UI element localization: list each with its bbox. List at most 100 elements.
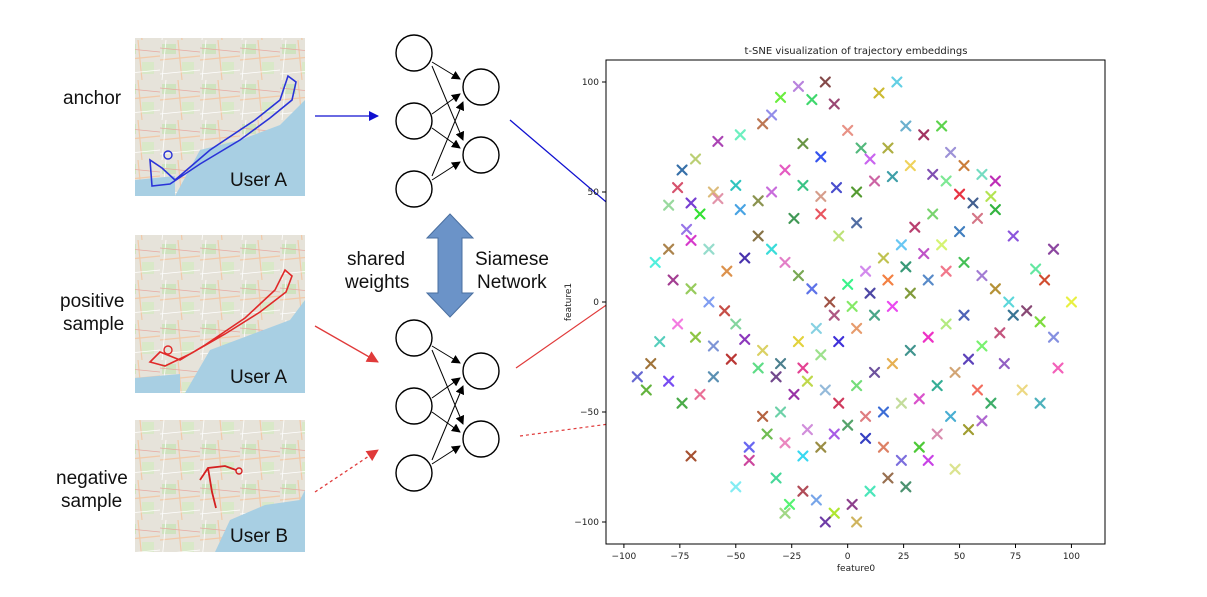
- scatter-point: [949, 366, 961, 378]
- positive-label-line1: positive: [60, 291, 124, 312]
- scatter-point: [989, 283, 1001, 295]
- scatter-point: [765, 186, 778, 198]
- scatter-point: [913, 393, 925, 405]
- scatter-point: [868, 175, 881, 187]
- scatter-points: [631, 76, 1078, 528]
- scatter-point: [886, 171, 899, 183]
- x-tick-label: 50: [954, 552, 966, 562]
- scatter-point: [640, 384, 652, 396]
- scatter-point: [667, 274, 679, 286]
- positive-map: User A: [135, 235, 305, 393]
- chart-title: t-SNE visualization of trajectory embedd…: [745, 46, 968, 57]
- scatter-point: [989, 175, 1001, 187]
- scatter-point: [958, 309, 970, 321]
- scatter-point: [895, 454, 907, 466]
- scatter-point: [842, 419, 854, 431]
- scatter-point: [828, 507, 840, 519]
- scatter-point: [721, 265, 733, 277]
- anchor-label: anchor: [63, 88, 122, 109]
- scatter-point: [971, 212, 984, 224]
- scatter-point: [788, 388, 800, 400]
- y-tick-label: −100: [574, 518, 599, 528]
- tsne-chart: t-SNE visualization of trajectory embedd…: [564, 46, 1106, 574]
- scatter-point: [792, 336, 805, 348]
- scatter-point: [994, 327, 1006, 339]
- x-tick-label: −50: [726, 552, 745, 562]
- scatter-point: [904, 344, 916, 356]
- scatter-point: [685, 283, 697, 295]
- anchor-user-label: User A: [230, 170, 287, 191]
- scatter-point: [743, 441, 755, 453]
- scatter-point: [918, 129, 930, 141]
- scatter-point: [989, 204, 1001, 216]
- scatter-point: [672, 182, 684, 194]
- scatter-point: [779, 256, 791, 268]
- scatter-point: [694, 388, 706, 400]
- scatter-point: [649, 256, 661, 268]
- shared-weights-arrow: [425, 213, 475, 318]
- scatter-point: [757, 344, 769, 356]
- scatter-point: [851, 380, 863, 392]
- scatter-point: [976, 340, 988, 352]
- scatter-point: [877, 441, 890, 453]
- scatter-point: [846, 498, 858, 510]
- scatter-point: [900, 120, 912, 132]
- scatter-point: [810, 494, 822, 506]
- scatter-point: [859, 410, 872, 422]
- scatter-point: [672, 318, 684, 330]
- y-tick-label: 100: [582, 78, 599, 88]
- scatter-point: [828, 428, 840, 440]
- scatter-point: [1021, 305, 1033, 317]
- scatter-point: [904, 287, 916, 299]
- scatter-point: [1034, 316, 1046, 328]
- y-tick-label: 50: [588, 188, 600, 198]
- scatter-point: [752, 195, 764, 207]
- positive-route: [148, 268, 293, 367]
- scatter-point: [922, 331, 934, 343]
- scatter-point: [797, 450, 809, 462]
- scatter-point: [694, 208, 706, 220]
- negative-input-arrow: [314, 449, 379, 493]
- scatter-point: [792, 270, 805, 282]
- scatter-point: [1052, 362, 1064, 374]
- x-tick-label: −100: [612, 552, 637, 562]
- scatter-point: [953, 188, 966, 200]
- scatter-point: [830, 182, 843, 194]
- x-axis: −100 −75 −50 −25 0 25 50 75 100: [612, 544, 1080, 562]
- scatter-point: [783, 498, 796, 510]
- scatter-point: [976, 415, 988, 427]
- scatter-point: [765, 243, 778, 255]
- scatter-point: [842, 124, 854, 136]
- scatter-point: [1016, 384, 1028, 396]
- scatter-point: [918, 248, 930, 260]
- scatter-point: [949, 463, 961, 475]
- anchor-map: User A: [135, 38, 305, 196]
- scatter-point: [815, 441, 827, 453]
- scatter-point: [663, 375, 675, 387]
- scatter-point: [851, 322, 863, 334]
- scatter-point: [900, 261, 912, 273]
- scatter-point: [864, 485, 876, 497]
- scatter-point: [739, 252, 751, 264]
- scatter-point: [886, 300, 899, 312]
- scatter-point: [734, 204, 746, 216]
- scatter-point: [743, 454, 755, 466]
- scatter-point: [774, 91, 787, 103]
- scatter-point: [797, 485, 809, 497]
- positive-label-line2: sample: [63, 314, 124, 335]
- scatter-point: [765, 109, 778, 121]
- siamese-label-line1: Siamese: [475, 249, 549, 270]
- scatter-point: [707, 186, 720, 198]
- scatter-point: [757, 118, 769, 130]
- scatter-point: [882, 274, 894, 286]
- scatter-point: [819, 516, 831, 528]
- scatter-point: [913, 441, 925, 453]
- scatter-point: [792, 80, 805, 92]
- scatter-point: [971, 384, 984, 396]
- positive-user-label: User A: [230, 367, 287, 388]
- scatter-point: [1047, 331, 1060, 343]
- y-tick-label: −50: [580, 408, 599, 418]
- scatter-point: [864, 153, 876, 165]
- scatter-point: [801, 375, 813, 387]
